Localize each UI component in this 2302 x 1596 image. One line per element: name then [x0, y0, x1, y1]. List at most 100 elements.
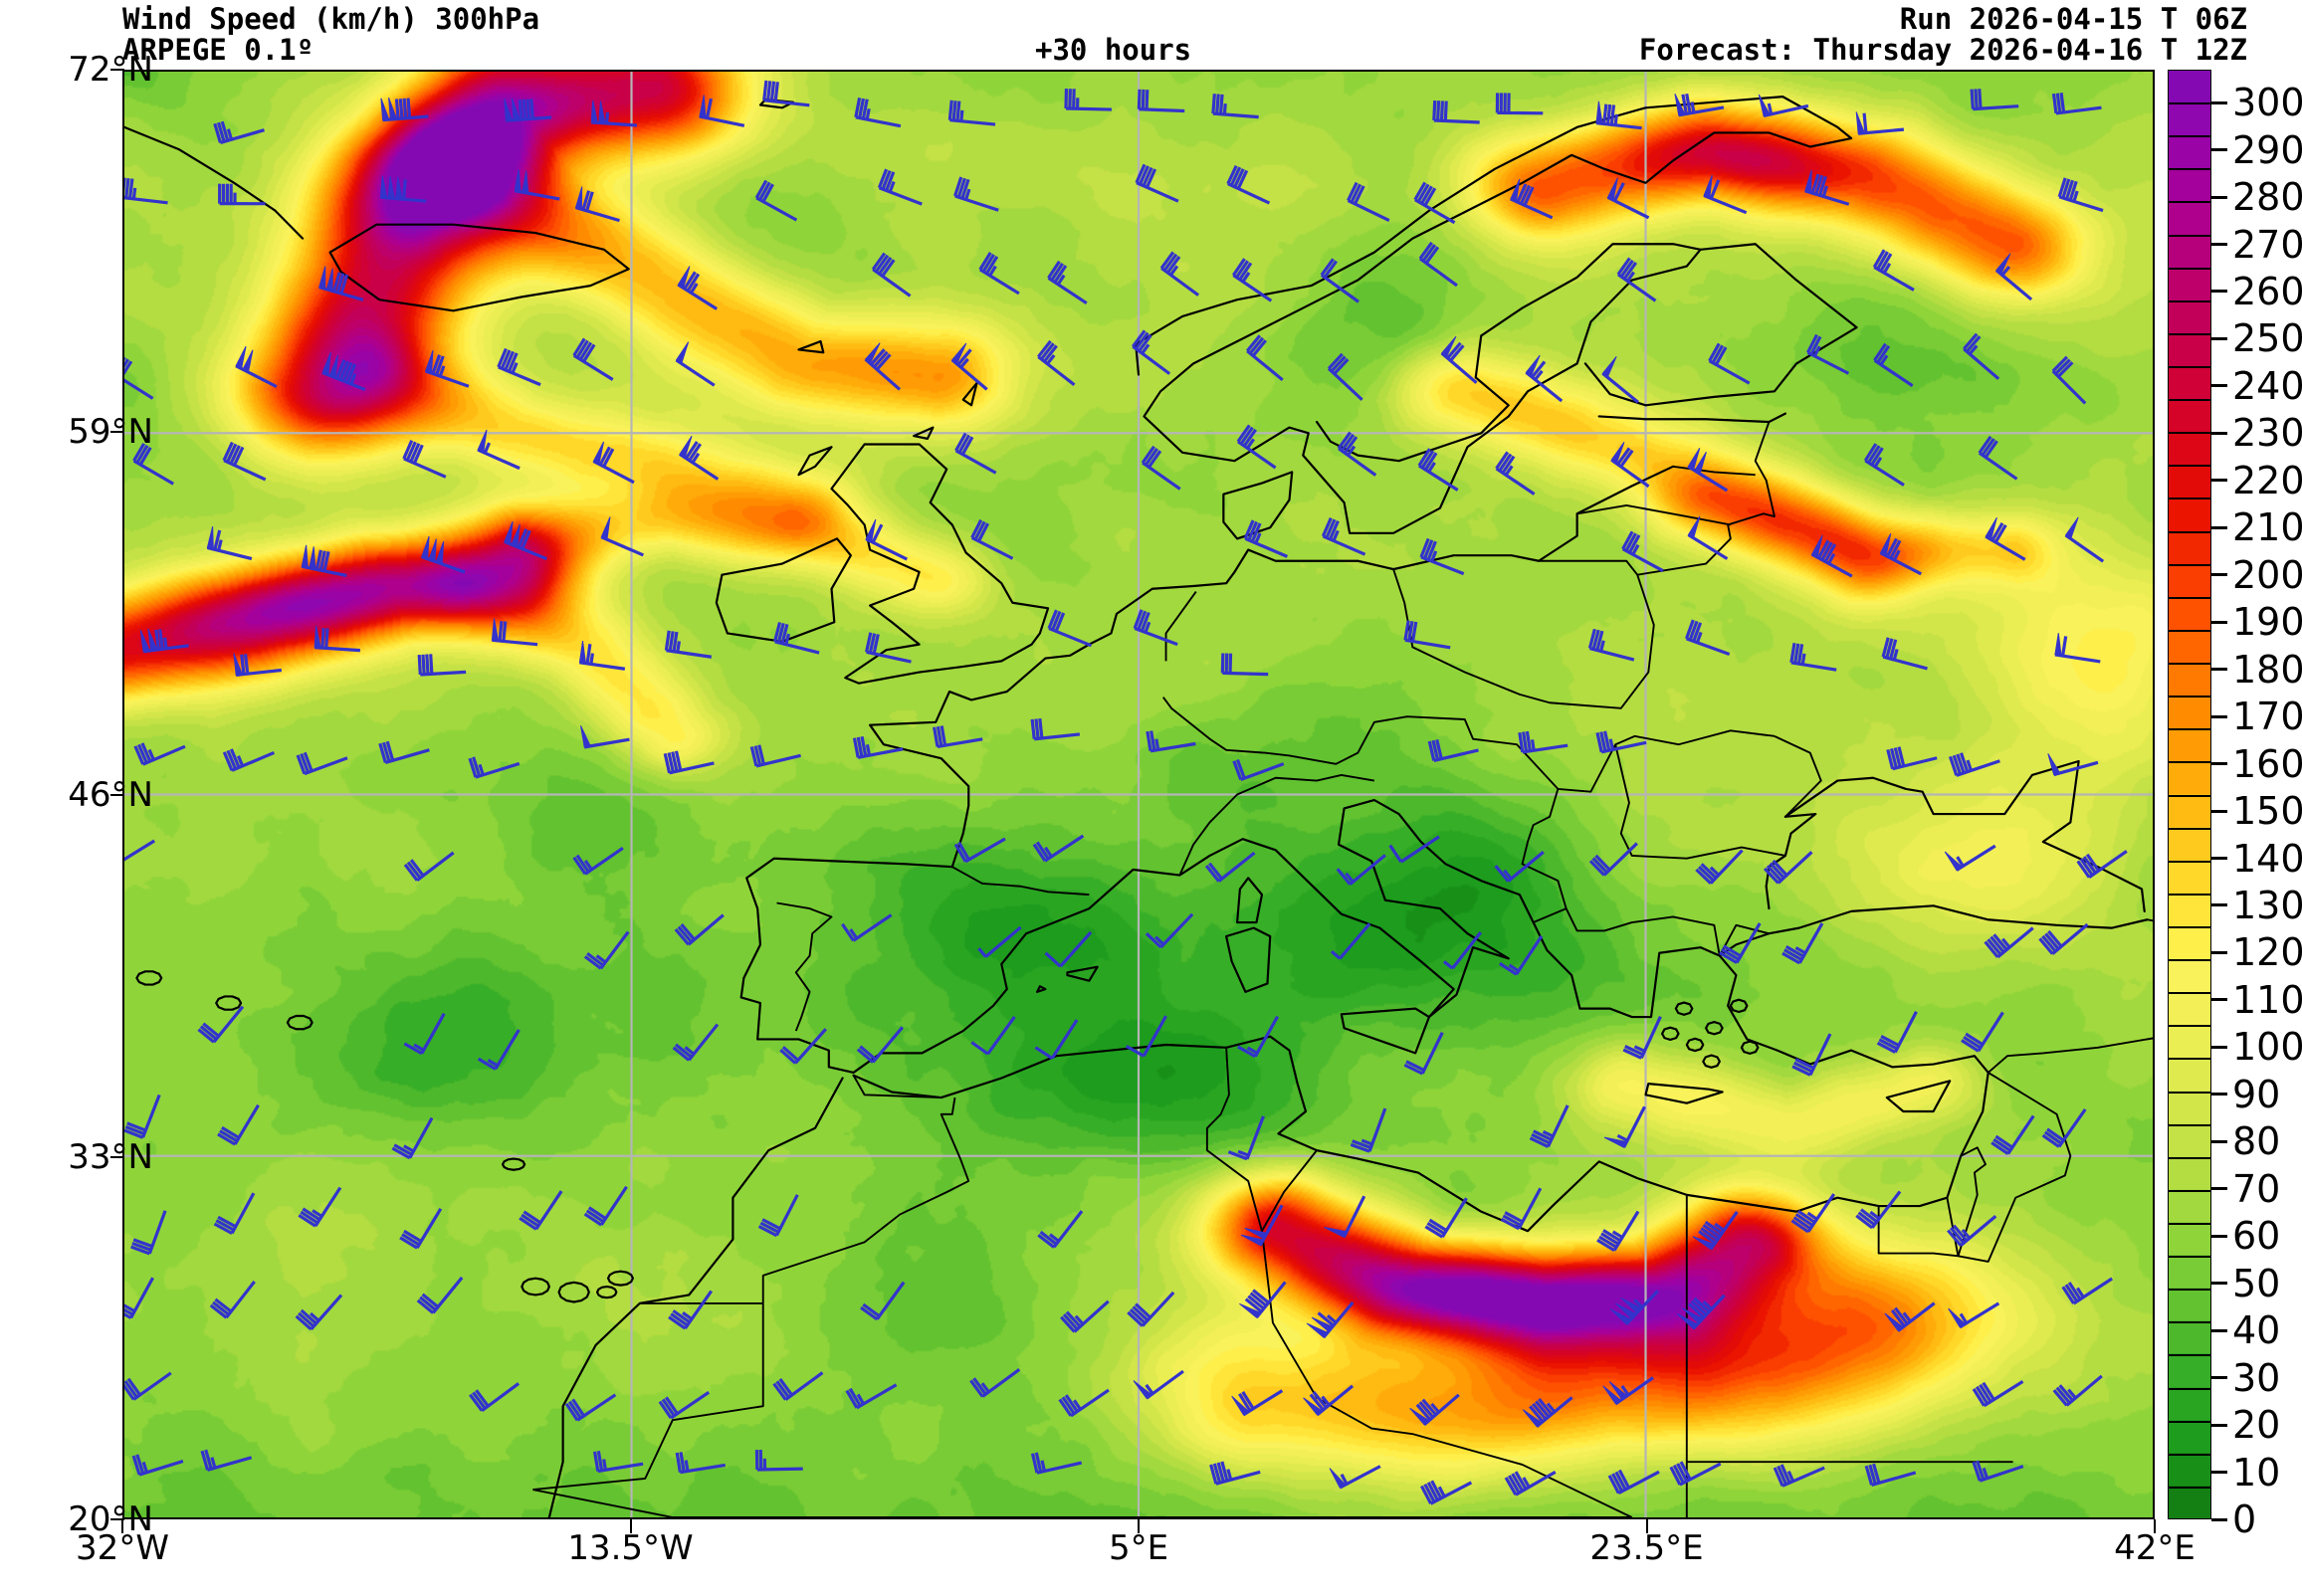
colorbar-separator	[2168, 761, 2211, 764]
colorbar-tick-label-270: 270	[2232, 222, 2302, 267]
colorbar-tick-50	[2211, 1282, 2227, 1286]
colorbar-band	[2169, 1189, 2210, 1223]
colorbar-tick-label-50: 50	[2232, 1261, 2281, 1305]
colorbar-tick-170	[2211, 714, 2227, 718]
colorbar-band	[2169, 1024, 2210, 1058]
colorbar-band	[2169, 925, 2210, 959]
graticule	[124, 72, 2153, 1517]
colorbar-tick-label-220: 220	[2232, 458, 2302, 502]
header-row-bottom: ARPEGE 0.1º +30 hours Forecast: Thursday…	[0, 33, 2302, 67]
colorbar-band	[2169, 728, 2210, 762]
colorbar-separator	[2168, 1486, 2211, 1489]
colorbar-tick-label-0: 0	[2232, 1497, 2257, 1541]
colorbar-tick-30	[2211, 1376, 2227, 1380]
map-overlay	[124, 72, 2153, 1517]
colorbar-band	[2169, 794, 2210, 828]
colorbar-separator	[2168, 893, 2211, 896]
colorbar-separator	[2168, 663, 2211, 666]
colorbar-separator	[2168, 1123, 2211, 1126]
x-axis-label-4: 42°E	[2114, 1528, 2196, 1568]
colorbar-band	[2169, 1386, 2210, 1420]
colorbar-separator	[2168, 465, 2211, 468]
colorbar-separator	[2168, 1058, 2211, 1061]
colorbar-band	[2169, 1123, 2210, 1157]
map-plot-area	[122, 70, 2155, 1519]
colorbar-tick-270	[2211, 243, 2227, 246]
colorbar-tick-280	[2211, 195, 2227, 199]
colorbar-tick-label-250: 250	[2232, 316, 2302, 361]
colorbar-band	[2169, 432, 2210, 466]
colorbar-tick-130	[2211, 903, 2227, 907]
colorbar-separator	[2168, 992, 2211, 995]
x-axis-label-1: 13.5°W	[567, 1528, 694, 1568]
colorbar-separator	[2168, 827, 2211, 830]
colorbar-band	[2169, 1452, 2210, 1486]
colorbar-separator	[2168, 399, 2211, 402]
colorbar-separator	[2168, 696, 2211, 698]
colorbar-tick-label-170: 170	[2232, 695, 2302, 739]
colorbar-band	[2169, 1353, 2210, 1387]
colorbar-tick-90	[2211, 1093, 2227, 1097]
colorbar-band	[2169, 71, 2210, 104]
model-label: ARPEGE 0.1º	[122, 33, 314, 67]
colorbar-separator	[2168, 860, 2211, 863]
colorbar-tick-label-10: 10	[2232, 1450, 2281, 1495]
x-axis-tick-1	[629, 1519, 632, 1533]
colorbar-separator	[2168, 432, 2211, 435]
colorbar-band	[2169, 498, 2210, 531]
colorbar-tick-label-200: 200	[2232, 552, 2302, 597]
colorbar-band	[2169, 399, 2210, 433]
colorbar-tick-120	[2211, 950, 2227, 954]
colorbar-separator	[2168, 1189, 2211, 1192]
colorbar-band	[2169, 761, 2210, 795]
colorbar-band	[2169, 563, 2210, 597]
colorbar-separator	[2168, 168, 2211, 171]
colorbar-tick-60	[2211, 1234, 2227, 1238]
colorbar-tick-110	[2211, 998, 2227, 1002]
wind-barbs	[124, 80, 2128, 1505]
colorbar-tick-label-190: 190	[2232, 600, 2302, 645]
colorbar-separator	[2168, 299, 2211, 302]
colorbar-separator	[2168, 794, 2211, 797]
colorbar-tick-290	[2211, 148, 2227, 152]
colorbar-tick-label-80: 80	[2232, 1119, 2281, 1164]
colorbar-separator	[2168, 728, 2211, 731]
colorbar-band	[2169, 958, 2210, 992]
colorbar-tick-40	[2211, 1328, 2227, 1332]
colorbar-separator	[2168, 629, 2211, 632]
colorbar-tick-300	[2211, 100, 2227, 104]
page-title: Wind Speed (km/h) 300hPa	[122, 2, 540, 36]
header-row-top: Wind Speed (km/h) 300hPa Run 2026-04-15 …	[0, 2, 2302, 36]
colorbar-band	[2169, 696, 2210, 729]
colorbar-band	[2169, 663, 2210, 697]
colorbar-band	[2169, 860, 2210, 894]
colorbar-band	[2169, 1288, 2210, 1321]
colorbar-tick-label-300: 300	[2232, 81, 2302, 125]
colorbar-tick-250	[2211, 336, 2227, 340]
colorbar-tick-label-130: 130	[2232, 883, 2302, 927]
colorbar-separator	[2168, 102, 2211, 105]
colorbar-band	[2169, 465, 2210, 499]
colorbar-tick-150	[2211, 809, 2227, 813]
x-axis-tick-0	[121, 1519, 123, 1533]
colorbar-separator	[2168, 1025, 2211, 1028]
colorbar-band	[2169, 235, 2210, 269]
colorbar-tick-70	[2211, 1187, 2227, 1191]
colorbar-tick-210	[2211, 525, 2227, 529]
colorbar-separator	[2168, 1321, 2211, 1324]
colorbar-tick-label-210: 210	[2232, 505, 2302, 550]
colorbar-band	[2169, 1156, 2210, 1190]
colorbar-band	[2169, 333, 2210, 367]
colorbar-separator	[2168, 596, 2211, 599]
colorbar-separator	[2168, 1091, 2211, 1094]
colorbar-tick-20	[2211, 1423, 2227, 1427]
colorbar-separator	[2168, 498, 2211, 500]
colorbar-tick-label-230: 230	[2232, 411, 2302, 456]
colorbar-band	[2169, 597, 2210, 631]
colorbar-tick-label-280: 280	[2232, 175, 2302, 220]
colorbar-tick-label-20: 20	[2232, 1403, 2281, 1448]
colorbar-band	[2169, 827, 2210, 861]
colorbar-tick-80	[2211, 1139, 2227, 1143]
colorbar-tick-label-30: 30	[2232, 1355, 2281, 1400]
y-axis-tick-2	[110, 793, 124, 796]
